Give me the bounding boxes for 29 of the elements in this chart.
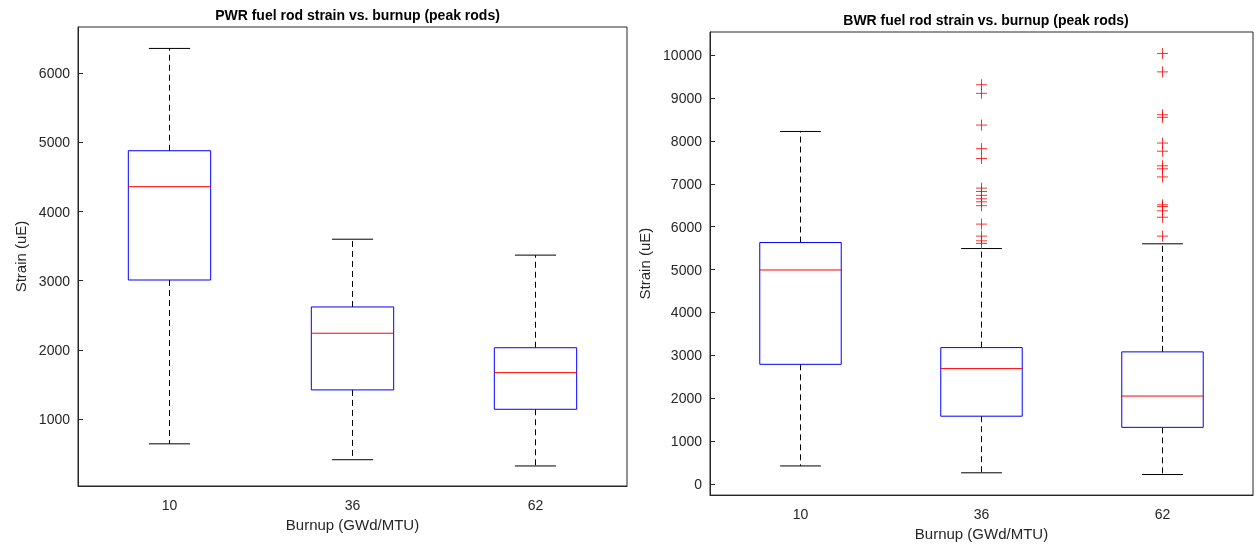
- y-tick-label: 5000: [38, 134, 71, 151]
- x-tick-label: 36: [344, 497, 361, 513]
- x-tick-label: 62: [527, 497, 544, 513]
- y-tick-label: 8000: [670, 132, 703, 149]
- y-tick-label: 4000: [38, 203, 71, 220]
- y-tick-label: 1000: [38, 410, 71, 427]
- y-tick-label: 6000: [38, 65, 71, 82]
- y-tick-label: 9000: [670, 90, 703, 107]
- chart-title: PWR fuel rod strain vs. burnup (peak rods): [215, 7, 500, 23]
- y-tick-label: 6000: [670, 218, 703, 235]
- y-axis-title: Strain (uE): [11, 220, 29, 293]
- y-tick-label: 2000: [38, 341, 71, 358]
- y-tick-label: 4000: [670, 304, 703, 321]
- x-tick-label: 36: [973, 506, 990, 523]
- y-tick-label: 3000: [38, 272, 71, 289]
- x-tick-label: 10: [161, 497, 178, 513]
- y-axis-title: Strain (uE): [636, 227, 653, 300]
- x-tick-label: 62: [1154, 506, 1171, 523]
- y-tick-label: 10000: [663, 47, 703, 64]
- chart-title: BWR fuel rod strain vs. burnup (peak rods): [843, 12, 1129, 28]
- x-tick-label: 10: [792, 506, 809, 523]
- y-tick-label: 7000: [670, 175, 703, 192]
- x-axis-title: Burnup (GWd/MTU): [285, 515, 420, 533]
- y-tick-label: 5000: [670, 261, 703, 278]
- y-tick-label: 2000: [670, 390, 703, 407]
- y-tick-label: 3000: [670, 347, 703, 364]
- y-tick-label: 0: [694, 475, 703, 492]
- y-tick-label: 1000: [670, 433, 703, 450]
- x-axis-title: Burnup (GWd/MTU): [914, 525, 1049, 542]
